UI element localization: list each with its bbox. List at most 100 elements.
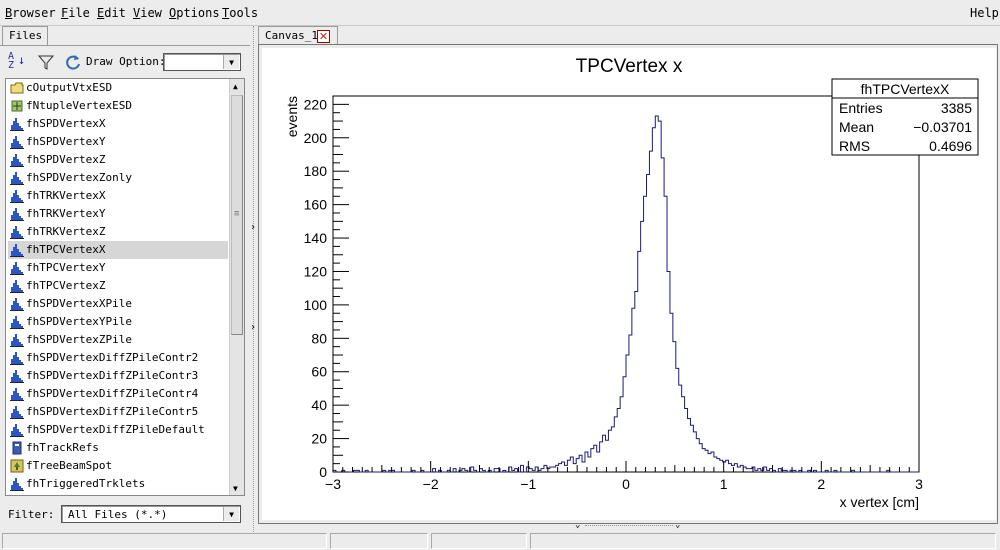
histogram-plot[interactable]: −3 −2 −1 0 1 2 3 0 20 40 60 80 100 120 140 160 180 200 220… (262, 48, 996, 520)
y-tick-label: 100 (304, 297, 328, 313)
file-list-item-label: fhTrackRefs (26, 441, 99, 454)
menu-bar: Browser File Edit View Options Tools Hel… (0, 0, 1000, 26)
bottom-splitter[interactable]: ⌄ ⌄ (575, 521, 683, 531)
file-list-item-label: fTreeBeamSpot (26, 459, 113, 472)
y-tick-label: 60 (311, 364, 327, 380)
file-list-scrollbar[interactable]: ▲ ≡ ▼ (229, 79, 244, 495)
file-list-item[interactable]: fhTPCVertexZ (8, 277, 228, 295)
menu-options[interactable]: Options (169, 6, 220, 20)
tab-files[interactable]: Files (2, 26, 48, 46)
histogram-icon (10, 315, 24, 329)
file-list-item-label: fhTPCVertexX (26, 243, 106, 256)
scrollbar-thumb[interactable]: ≡ (231, 95, 243, 335)
file-list-item[interactable]: fhTPCVertexY (8, 259, 228, 277)
tab-divider (0, 45, 250, 46)
menu-view[interactable]: View (133, 6, 162, 20)
histogram-icon (10, 333, 24, 347)
draw-option-label: Draw Option: (86, 55, 166, 68)
y-tick-label: 200 (304, 130, 328, 146)
chevron-right-icon[interactable]: › (250, 322, 257, 333)
file-list-item[interactable]: fhTRKVertexZ (8, 223, 228, 241)
x-axis-label: x vertex [cm] (840, 494, 919, 510)
plot-canvas[interactable]: −3 −2 −1 0 1 2 3 0 20 40 60 80 100 120 140 160 180 200 220… (262, 48, 996, 520)
y-tick-label: 160 (304, 197, 328, 213)
splitter-line (253, 26, 254, 532)
close-icon[interactable]: ✕ (317, 30, 330, 43)
file-list-item[interactable]: fhSPDVertexZPile (8, 331, 228, 349)
file-list-item[interactable]: fhSPDVertexZonly (8, 169, 228, 187)
file-list-item[interactable]: fhTriggeredTrklets (8, 475, 228, 493)
y-tick-label: 20 (311, 431, 327, 447)
histogram-icon (10, 279, 24, 293)
x-tick-label: −2 (423, 476, 439, 492)
chevron-down-icon[interactable]: ⌄ (575, 520, 581, 530)
refresh-icon[interactable] (64, 53, 82, 71)
file-list-item-label: fhSPDVertexYPile (26, 315, 132, 328)
file-list-item[interactable]: fhSPDVertexXPile (8, 295, 228, 313)
scroll-up-icon[interactable]: ▲ (233, 82, 238, 91)
sort-icon[interactable]: A Z ↓ (8, 51, 26, 71)
menu-edit[interactable]: Edit (97, 6, 126, 20)
menu-browser[interactable]: Browser (5, 6, 56, 20)
filter-icon[interactable] (38, 54, 54, 70)
file-list-item-label: fhSPDVertexZonly (26, 171, 132, 184)
draw-option-select[interactable]: ▼ (163, 53, 241, 71)
y-tick-label: 80 (311, 330, 327, 346)
file-list-item-label: fhTRKVertexX (26, 189, 106, 202)
histogram-icon (10, 171, 24, 185)
file-list-item[interactable]: fNtupleVertexESD (8, 97, 228, 115)
menu-tools[interactable]: Tools (222, 6, 259, 20)
file-browser-panel: Files A Z ↓ Draw Option: ▼ cOutputVtxESD fN… (0, 26, 250, 532)
status-cell (530, 533, 996, 549)
histogram-icon (10, 243, 24, 257)
x-tick-label: 0 (622, 476, 630, 492)
file-list-item-label: fhSPDVertexDiffZPileContr4 (26, 387, 199, 400)
file-list-item-label: fhTRKVertexY (26, 207, 106, 220)
chevron-down-icon[interactable]: ⌄ (675, 520, 681, 530)
file-list-item[interactable]: fhTRKVertexX (8, 187, 228, 205)
file-list-item[interactable]: fTreeBeamSpot (8, 457, 228, 475)
file-list-item[interactable]: fhSPDVertexDiffZPileContr5 (8, 403, 228, 421)
chevron-right-icon[interactable]: › (250, 222, 257, 233)
file-list-item[interactable]: fhSPDVertexX (8, 115, 228, 133)
histogram-icon (10, 135, 24, 149)
file-list-item[interactable]: fhSPDVertexZ (8, 151, 228, 169)
file-list-item[interactable]: fhSPDVertexYPile (8, 313, 228, 331)
ntuple-icon (10, 99, 24, 113)
file-list-item[interactable]: fhSPDVertexY (8, 133, 228, 151)
file-list-item[interactable]: fhTrackRefs (8, 439, 228, 457)
file-list-item[interactable]: cOutputVtxESD (8, 79, 228, 97)
histogram-icon (10, 189, 24, 203)
status-cell (330, 533, 428, 549)
x-tick-label: 1 (720, 476, 728, 492)
file-list-item[interactable]: fhTRKVertexY (8, 205, 228, 223)
stats-title: fhTPCVertexX (861, 81, 950, 97)
stats-row-label: Entries (839, 100, 883, 116)
scroll-down-icon[interactable]: ▼ (233, 484, 238, 493)
y-tick-label: 0 (319, 464, 327, 480)
x-tick-label: −3 (325, 476, 341, 492)
y-tick-label: 40 (311, 397, 327, 413)
x-tick-label: 3 (915, 476, 923, 492)
panel-splitter[interactable]: › › (250, 26, 258, 532)
filter-select[interactable]: All Files (*.*) ▼ (61, 505, 241, 523)
file-list-item[interactable]: fhTPCVertexX (8, 241, 228, 259)
file-list-item-label: fhSPDVertexDiffZPileContr5 (26, 405, 199, 418)
x-tick-label: 2 (817, 476, 825, 492)
y-axis-label: events (284, 96, 300, 137)
histogram-icon (10, 405, 24, 419)
tab-canvas[interactable]: Canvas_1 ✕ (258, 26, 338, 46)
menu-file[interactable]: File (61, 6, 90, 20)
file-list-item[interactable]: fhSPDVertexDiffZPileContr2 (8, 349, 228, 367)
file-list-item-label: fhTPCVertexY (26, 261, 106, 274)
menu-help[interactable]: Help (970, 6, 999, 20)
file-list-item[interactable]: fhSPDVertexDiffZPileContr4 (8, 385, 228, 403)
file-list-item-label: cOutputVtxESD (26, 81, 113, 94)
file-list-item-label: fhSPDVertexDiffZPileDefault (26, 423, 205, 436)
histogram-icon (10, 153, 24, 167)
file-list[interactable]: cOutputVtxESD fNtupleVertexESD fhSPDVertex… (5, 78, 245, 496)
file-list-item[interactable]: fhSPDVertexDiffZPileDefault (8, 421, 228, 439)
stats-box (831, 78, 979, 156)
file-list-item[interactable]: fhSPDVertexDiffZPileContr3 (8, 367, 228, 385)
histogram-icon (10, 369, 24, 383)
